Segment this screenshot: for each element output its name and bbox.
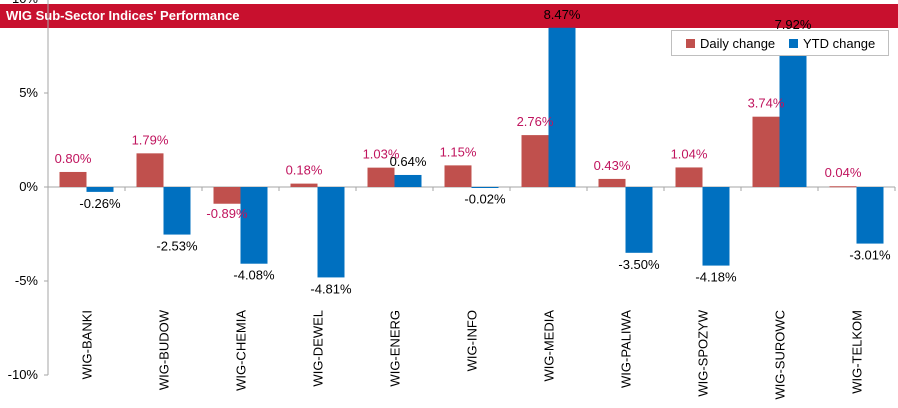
y-tick-label: -10% xyxy=(8,367,39,382)
data-label-daily: 2.76% xyxy=(517,114,554,129)
legend-label-daily: Daily change xyxy=(700,36,776,51)
bar-ytd xyxy=(625,187,653,253)
bar-daily xyxy=(59,171,87,187)
bar-ytd xyxy=(240,187,268,264)
bar-ytd xyxy=(856,187,884,244)
data-label-daily: 0.80% xyxy=(55,151,92,166)
data-label-ytd: -4.18% xyxy=(695,270,737,285)
chart-title: WIG Sub-Sector Indices' Performance xyxy=(6,8,240,23)
category-label: WIG-BUDOW xyxy=(157,309,172,390)
data-label-daily: 0.04% xyxy=(825,165,862,180)
data-label-daily: 1.04% xyxy=(671,146,708,161)
legend-swatch-daily xyxy=(686,39,695,48)
data-label-ytd: -4.81% xyxy=(310,281,352,296)
category-label: WIG-CHEMIA xyxy=(234,310,249,391)
legend-swatch-ytd xyxy=(789,39,798,48)
data-label-ytd: -3.01% xyxy=(849,248,891,263)
data-label-ytd: 7.92% xyxy=(775,17,812,32)
data-label-ytd: -2.53% xyxy=(156,239,198,254)
y-tick-label: 0% xyxy=(19,179,38,194)
data-label-daily: 1.15% xyxy=(440,144,477,159)
data-label-daily: 1.03% xyxy=(363,147,400,162)
data-label-daily: -0.89% xyxy=(206,206,248,221)
data-labels: 0.80% -0.26% 1.79% -2.53% -0.89% -4.08% 0.18% -… xyxy=(55,7,891,297)
category-label: WIG-SPOZYW xyxy=(696,309,711,396)
data-label-ytd: -4.08% xyxy=(233,268,275,283)
bar-daily xyxy=(367,167,395,187)
category-label: WIG-SUROWC xyxy=(773,310,788,400)
category-label: WIG-MEDIA xyxy=(542,310,557,382)
chart-title-bar: WIG Sub-Sector Indices' Performance xyxy=(0,4,898,28)
legend-item-daily: Daily change xyxy=(686,36,775,51)
category-labels: WIG-BANKI WIG-BUDOW WIG-CHEMIA WIG-DEWEL WIG… xyxy=(80,309,865,399)
bar-ytd xyxy=(317,187,345,278)
category-label: WIG-PALIWA xyxy=(619,310,634,388)
data-label-ytd: 8.47% xyxy=(544,7,581,22)
category-label: WIG-BANKI xyxy=(80,310,95,379)
data-label-ytd: -3.50% xyxy=(618,257,660,272)
bar-ytd xyxy=(86,187,114,192)
bar-ytd xyxy=(471,187,499,188)
category-label: WIG-DEWEL xyxy=(311,310,326,387)
data-label-daily: 1.79% xyxy=(132,132,169,147)
bar-daily xyxy=(829,186,857,188)
category-label: WIG-TELKOM xyxy=(850,310,865,394)
data-label-ytd: -0.26% xyxy=(79,196,121,211)
data-label-daily: 0.43% xyxy=(594,158,631,173)
bar-daily xyxy=(136,153,164,187)
data-label-ytd: 0.64% xyxy=(390,154,427,169)
bar-ytd xyxy=(779,38,807,187)
legend-label-ytd: YTD change xyxy=(803,36,876,51)
bar-ytd xyxy=(394,174,422,187)
bar-daily xyxy=(290,183,318,187)
legend: Daily change YTD change xyxy=(671,30,889,56)
legend-item-ytd: YTD change xyxy=(789,36,875,51)
bars xyxy=(59,27,884,278)
data-label-ytd: -0.02% xyxy=(464,191,506,206)
bar-ytd xyxy=(163,187,191,235)
bar-daily xyxy=(598,178,626,187)
y-tick-label: 5% xyxy=(19,85,38,100)
bar-daily xyxy=(675,167,703,187)
bar-daily xyxy=(521,135,549,187)
data-label-daily: 3.74% xyxy=(748,96,785,111)
bar-daily xyxy=(213,187,241,204)
bar-daily xyxy=(444,165,472,187)
bar-ytd xyxy=(702,187,730,266)
bar-daily xyxy=(752,116,780,187)
y-tick-label: -5% xyxy=(15,273,39,288)
y-tick-label: 10% xyxy=(12,0,38,6)
category-label: WIG-INFO xyxy=(465,310,480,371)
data-label-daily: 0.18% xyxy=(286,163,323,178)
category-label: WIG-ENERG xyxy=(388,310,403,387)
axes: 15%10%5%0%-5%-10% xyxy=(8,0,896,382)
bar-ytd xyxy=(548,27,576,187)
